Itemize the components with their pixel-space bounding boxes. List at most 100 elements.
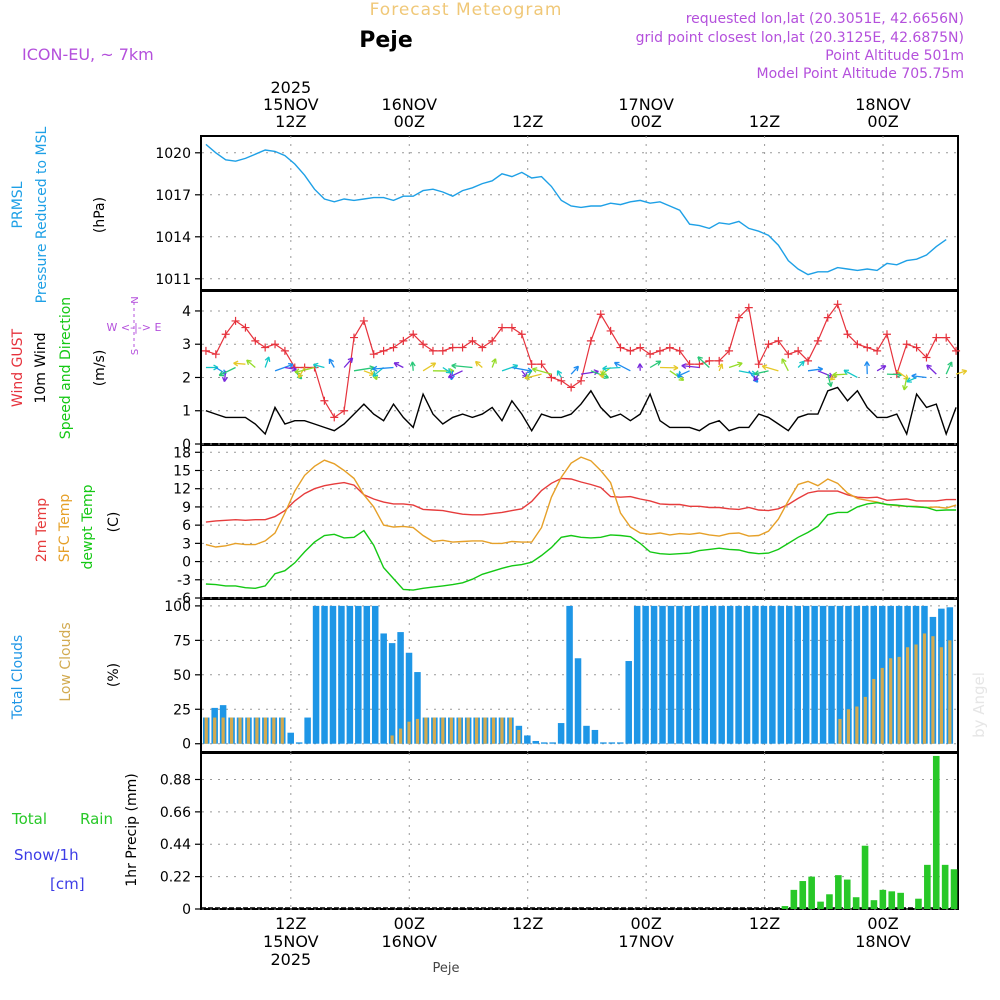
wind-10m-label: 10m Wind [33, 332, 49, 403]
low-cloud-bar [466, 717, 470, 744]
pressure-line [205, 143, 947, 276]
total-cloud-bar [304, 717, 311, 744]
rain-bar [835, 875, 842, 909]
temp-ytick-label: 6 [182, 518, 191, 534]
low-cloud-bar [204, 717, 208, 744]
total-cloud-bar [617, 742, 624, 744]
total-cloud-bar [540, 742, 548, 744]
gust-marker [912, 343, 921, 352]
temp-line-2m [205, 477, 957, 523]
wind-arrow [218, 366, 236, 377]
rain-bar [861, 845, 869, 909]
footer-location: Peje [433, 961, 460, 976]
temp-ytick-label: 3 [182, 536, 191, 552]
low-cloud-bar [838, 718, 842, 744]
gust-marker [922, 353, 931, 362]
wind-arrow-head [524, 374, 530, 381]
wind-arrow-head [677, 371, 683, 378]
pressure-label-msl: Pressure Reduced to MSL [34, 126, 50, 303]
wind-arrow [832, 373, 848, 376]
wind-arrow [343, 357, 354, 368]
snow-label: Snow/1h [14, 846, 79, 864]
gust-marker [498, 323, 507, 332]
gust-marker [813, 336, 822, 345]
wind-arrow [738, 370, 757, 375]
top-time-label: 00Z [630, 112, 661, 131]
gust-marker [359, 316, 368, 325]
total-cloud-bar [786, 605, 793, 744]
low-cloud-bar [517, 729, 521, 744]
wind-arrow [649, 360, 662, 369]
total-cloud-bar [363, 605, 371, 744]
temp-side-labels: 2m Temp SFC Temp dewpt Temp (C) [34, 484, 122, 569]
gust-marker [537, 360, 546, 369]
low-cloud-bar [491, 717, 496, 744]
gust-marker [241, 323, 250, 332]
gust-marker [409, 330, 418, 339]
rain-bar [897, 892, 904, 909]
total-cloud-bar [397, 632, 404, 744]
gust-marker [389, 343, 398, 352]
low-clouds-label: Low Clouds [58, 622, 74, 701]
cloud-ytick-label: 100 [164, 599, 191, 615]
total-cloud-bar [566, 605, 573, 744]
temperature-panel [205, 456, 957, 591]
wind-arrow [669, 370, 684, 381]
wind-panel [201, 300, 968, 437]
gust-marker [488, 336, 497, 345]
pressure-panel [205, 143, 947, 276]
wind-arrow-head [531, 367, 538, 373]
temp-ytick-label: -3 [177, 573, 191, 589]
pressure-ytick-label: 1017 [155, 188, 191, 204]
gust-marker [744, 303, 753, 312]
wind-arrow [451, 364, 473, 369]
wind-arrow [945, 361, 953, 375]
low-cloud-bar [483, 717, 487, 744]
wind-arrow-head [737, 361, 743, 368]
wind-arrow-head [655, 360, 662, 366]
total-cloud-bar [693, 605, 700, 744]
total-cloud-bar [676, 605, 683, 744]
gust-marker [882, 330, 891, 339]
gust-marker [271, 340, 280, 349]
wind-arrow [754, 370, 769, 375]
low-cloud-bar [390, 735, 394, 744]
wind-arrow-head [799, 360, 805, 367]
total-cloud-bar [371, 605, 379, 744]
rain-bar [888, 891, 896, 909]
low-cloud-bar [449, 717, 453, 744]
rain-bar [941, 864, 949, 909]
wind-arrow [233, 362, 246, 365]
wind-arrow [570, 365, 579, 375]
wind-arrow-head [827, 381, 833, 388]
total-cloud-bar [329, 605, 337, 744]
gust-marker [942, 333, 951, 342]
precip-panel [201, 755, 958, 909]
gust-marker [201, 346, 210, 355]
gust-marker [507, 323, 516, 332]
total-cloud-bar [760, 605, 768, 744]
gust-marker [596, 310, 605, 319]
gust-marker [784, 350, 793, 359]
wind-ytick-label: 4 [182, 304, 191, 320]
rain-bar [808, 876, 815, 909]
wind-arrow [297, 367, 306, 378]
total-cloud-bar [828, 605, 835, 744]
total-cloud-bar [802, 605, 810, 744]
total-label: Total [11, 810, 47, 828]
total-cloud-bar [355, 605, 362, 744]
temp-ytick-label: 0 [182, 555, 191, 571]
wind-arrow [328, 358, 335, 368]
wind-arrow [807, 368, 823, 372]
gust-marker [330, 413, 339, 422]
gust-marker [764, 340, 773, 349]
wind-arrow-head [902, 385, 908, 391]
bottom-date-label: 16NOV [381, 932, 437, 951]
low-cloud-bar [280, 717, 284, 744]
temp-line-dewpt [205, 501, 957, 591]
wind-gust-line [205, 303, 957, 419]
wind-arrow [697, 356, 710, 368]
total-cloud-bar [667, 605, 675, 744]
pressure-label-prmsl: PRMSL [10, 181, 26, 228]
